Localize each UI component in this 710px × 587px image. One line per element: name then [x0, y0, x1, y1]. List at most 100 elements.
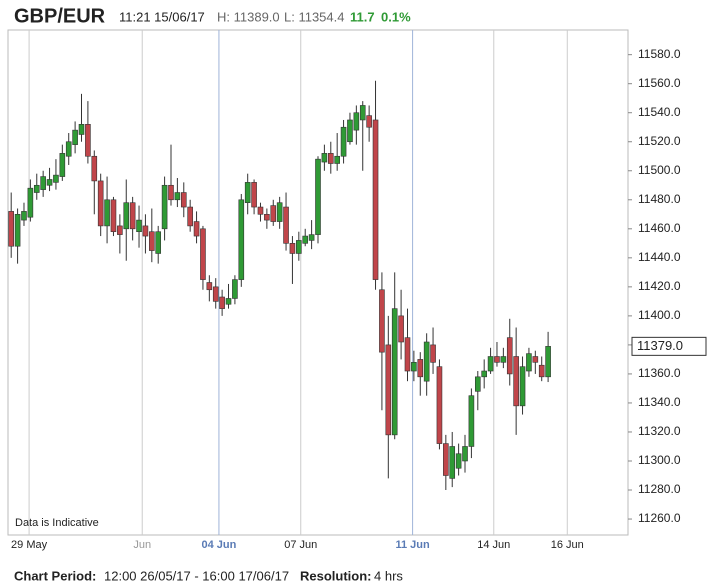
candle-body — [430, 344, 436, 363]
candle-body — [398, 315, 404, 343]
x-tick-label: 11 Jun — [395, 539, 430, 551]
candle-body — [200, 228, 206, 280]
candle-body — [513, 356, 519, 407]
x-tick-label: 14 Jun — [477, 539, 510, 551]
candle-body — [174, 192, 181, 201]
change: 11.7 — [350, 9, 375, 24]
last-price-label: 11379.0 — [637, 338, 683, 353]
candle-body — [302, 235, 309, 244]
candle-body — [136, 219, 142, 233]
candle-body — [462, 446, 468, 462]
candle-body — [296, 240, 302, 254]
y-tick-label: 11500.0 — [638, 163, 681, 177]
y-tick-label: 11560.0 — [638, 76, 681, 90]
candle-body — [436, 366, 443, 444]
candle-body — [225, 298, 232, 305]
candle-body — [257, 206, 264, 215]
candle-body — [283, 206, 289, 244]
candle-body — [321, 153, 328, 163]
last-price-box — [631, 336, 707, 356]
candle-body — [494, 356, 500, 363]
y-tick-label: 11420.0 — [638, 279, 681, 293]
candle-body — [59, 153, 66, 177]
candle-body — [53, 174, 59, 183]
candle-body — [347, 119, 353, 143]
period-label: Chart Period: — [14, 568, 96, 583]
candle-body — [487, 356, 494, 372]
y-tick-label: 11280.0 — [638, 482, 681, 496]
candle-body — [404, 337, 411, 372]
y-tick-label: 11480.0 — [638, 192, 681, 206]
candle-body — [72, 129, 78, 145]
candle-body — [538, 364, 545, 378]
candle-body — [8, 211, 14, 247]
candle-body — [474, 376, 481, 392]
candle-body — [85, 124, 91, 157]
x-tick-label: 04 Jun — [201, 539, 236, 551]
candle-body — [14, 213, 21, 247]
y-tick-label: 11320.0 — [638, 424, 681, 438]
candle-body — [264, 213, 270, 221]
candle-body — [423, 341, 430, 382]
candle-body — [129, 202, 136, 230]
candle-body — [308, 234, 315, 241]
candle-body — [117, 225, 123, 235]
candle-body — [391, 308, 398, 436]
x-tick-label: 29 May — [11, 539, 48, 551]
plot-frame — [7, 29, 629, 536]
candle-body — [526, 353, 532, 372]
candle-body — [379, 289, 385, 353]
candle-body — [33, 184, 40, 193]
resolution-label: Resolution: — [300, 568, 372, 583]
candle-body — [219, 296, 225, 309]
candle-body — [385, 344, 392, 436]
candle-body — [545, 346, 551, 378]
y-tick-label: 11520.0 — [638, 134, 681, 148]
y-tick-label: 11340.0 — [638, 395, 681, 409]
candle-body — [244, 182, 251, 203]
y-tick-label: 11440.0 — [638, 250, 681, 264]
y-tick-label: 11580.0 — [638, 47, 681, 61]
candle-body — [481, 370, 487, 378]
candle-body — [411, 362, 417, 372]
candle-body — [97, 180, 104, 227]
candle-body — [251, 182, 257, 208]
candle-body — [21, 211, 27, 221]
candle-body — [78, 124, 85, 135]
candle-body — [500, 356, 507, 363]
candle-body — [110, 199, 117, 233]
candle-body — [359, 105, 366, 121]
note: Data is Indicative — [15, 517, 99, 529]
candle-body — [372, 119, 379, 280]
candle-body — [340, 126, 347, 157]
candle-body — [232, 279, 238, 299]
candle-body — [40, 176, 46, 190]
candle-body — [289, 243, 296, 254]
candle-body — [193, 221, 200, 237]
y-tick-label: 11540.0 — [638, 105, 681, 119]
candle-body — [334, 155, 340, 164]
candle-body — [353, 112, 360, 131]
candle-body — [443, 443, 449, 476]
candle-body — [91, 155, 98, 182]
candle-body — [449, 446, 456, 479]
x-tick-label: 07 Jun — [284, 539, 317, 551]
x-tick-label: 16 Jun — [551, 539, 584, 551]
candle-body — [315, 158, 321, 235]
x-tick-label: Jun — [133, 539, 151, 551]
candle-body — [123, 202, 130, 230]
candle-body — [180, 192, 187, 208]
high: H: 11389.0 — [217, 9, 280, 24]
period: 12:00 26/05/17 - 16:00 17/06/17 — [104, 568, 289, 583]
candle-body — [238, 199, 245, 280]
y-tick-label: 11360.0 — [638, 366, 681, 380]
candle-body — [142, 225, 149, 237]
candle-body — [104, 199, 110, 227]
candle-body — [212, 286, 219, 302]
candle-body — [455, 453, 462, 469]
resolution: 4 hrs — [374, 568, 403, 583]
candle-body — [46, 179, 53, 186]
time: 11:21 15/06/17 — [119, 9, 205, 24]
